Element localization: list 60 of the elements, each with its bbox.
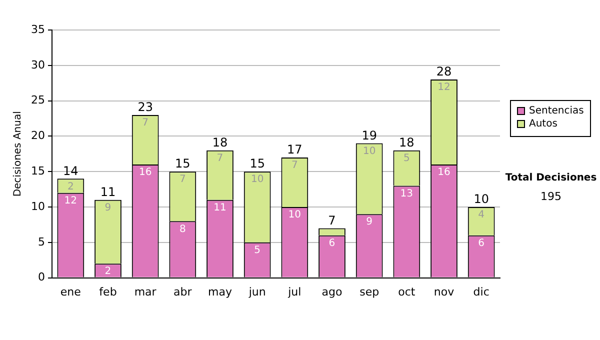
total-label: 19 [362, 128, 377, 142]
data-label: 6 [328, 238, 336, 249]
data-label: 7 [291, 160, 298, 172]
data-label: 2 [104, 266, 112, 278]
data-label: 2 [67, 181, 74, 192]
x-tick-label: feb [99, 285, 117, 298]
x-tick-label: abr [174, 285, 192, 298]
data-label: 9 [366, 216, 373, 228]
data-label: 4 [478, 210, 485, 221]
data-label: 16 [138, 167, 152, 178]
x-tick-label: dic [473, 285, 490, 298]
x-tick-label: oct [398, 285, 416, 298]
y-tick-label: 25 [30, 94, 45, 107]
data-label: 12 [438, 82, 450, 94]
total-label: 18 [212, 135, 228, 150]
total-label: 18 [399, 135, 414, 150]
data-label: 11 [214, 202, 226, 214]
x-tick-label: ago [322, 285, 342, 298]
data-label: 13 [400, 188, 414, 200]
x-tick-label: sep [360, 285, 380, 298]
total-label: 17 [287, 142, 302, 157]
data-label: 12 [64, 195, 78, 206]
x-tick-label: ene [60, 285, 82, 298]
total-label: 14 [63, 164, 78, 178]
data-label: 10 [250, 174, 264, 186]
total-label: 7 [328, 213, 336, 228]
data-label: 6 [478, 238, 485, 249]
y-tick-label: 5 [38, 235, 45, 248]
y-tick-label: 35 [30, 22, 45, 36]
total-label: 11 [100, 185, 116, 200]
data-label: 10 [288, 210, 302, 221]
data-label: 8 [179, 224, 186, 235]
total-label: 10 [474, 192, 489, 206]
x-tick-label: may [208, 285, 232, 298]
data-label: 7 [142, 118, 149, 129]
y-axis-title: Decisiones Anual [12, 111, 24, 197]
total-label: 15 [250, 156, 265, 171]
y-tick-label: 15 [30, 164, 45, 178]
text: 195 [540, 190, 562, 203]
x-tick-label: nov [434, 285, 455, 298]
total-label: 15 [175, 156, 190, 171]
y-tick-label: 30 [30, 58, 45, 72]
y-tick-label: 10 [30, 200, 45, 213]
data-label: 7 [216, 152, 224, 164]
data-label: 9 [104, 202, 112, 214]
data-label: 5 [403, 152, 410, 164]
total-label: 28 [436, 64, 452, 79]
y-tick-label: 20 [30, 129, 45, 142]
legend-label: Autos [529, 118, 558, 130]
x-tick-label: jun [248, 285, 266, 298]
text: Total Decisiones [505, 172, 597, 184]
y-tick-label: 0 [38, 270, 45, 284]
legend-label: Sentencias [529, 106, 584, 117]
x-tick-label: mar [134, 285, 157, 298]
data-label: 7 [179, 174, 186, 186]
data-label: 16 [438, 167, 450, 178]
data-label: 5 [254, 244, 261, 256]
data-label: 10 [362, 146, 376, 157]
x-tick-label: jul [287, 285, 302, 298]
total-label: 23 [138, 100, 153, 114]
